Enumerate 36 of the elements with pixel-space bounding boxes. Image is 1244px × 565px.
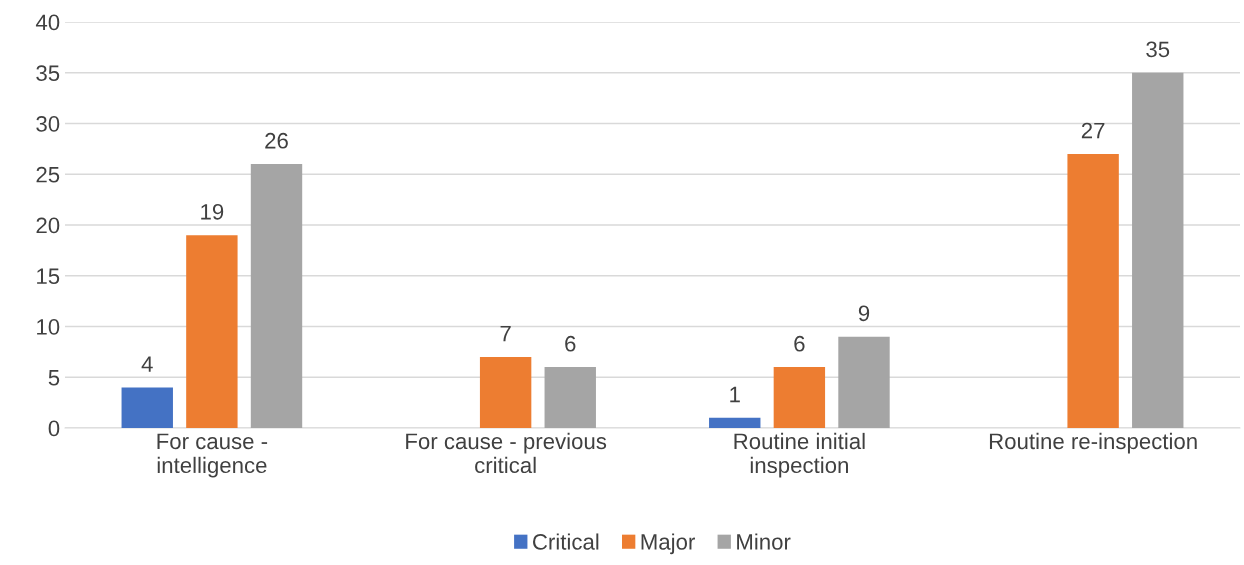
bar bbox=[186, 235, 238, 428]
data-label: 6 bbox=[565, 335, 576, 352]
x-tick-label: For cause - intelligence bbox=[157, 433, 268, 478]
data-label: 35 bbox=[1146, 41, 1170, 58]
bar bbox=[1132, 72, 1184, 428]
data-label: 27 bbox=[1081, 122, 1105, 139]
legend-label: Minor bbox=[737, 533, 791, 550]
data-label: 1 bbox=[730, 386, 740, 403]
data-label: 9 bbox=[858, 305, 870, 322]
y-tick-label: 10 bbox=[37, 319, 60, 335]
bar bbox=[250, 164, 303, 428]
bar bbox=[479, 356, 532, 428]
y-tick-label: 0 bbox=[48, 420, 60, 437]
bar bbox=[121, 387, 173, 428]
x-tick-label: Routine re-inspection bbox=[989, 432, 1197, 454]
y-tick-label: 30 bbox=[36, 116, 60, 132]
legend-label: Critical bbox=[533, 533, 599, 550]
y-tick-label: 20 bbox=[36, 217, 60, 234]
y-tick-label: 25 bbox=[36, 166, 60, 183]
bar bbox=[1067, 153, 1119, 428]
data-label: 6 bbox=[794, 335, 805, 352]
data-label: 19 bbox=[201, 203, 224, 220]
y-tick-label: 5 bbox=[48, 370, 60, 386]
bar bbox=[709, 417, 761, 428]
bar bbox=[773, 367, 826, 428]
x-tick-label: Routine initial inspection bbox=[734, 432, 865, 478]
y-tick-label: 15 bbox=[37, 268, 60, 285]
y-tick-label: 35 bbox=[36, 65, 60, 82]
legend-label: Major bbox=[641, 533, 695, 555]
data-label: 4 bbox=[141, 356, 153, 372]
bar bbox=[544, 367, 596, 428]
x-tick-label: For cause - previous critical bbox=[406, 432, 607, 474]
data-label: 26 bbox=[265, 132, 288, 149]
data-label: 7 bbox=[500, 325, 511, 342]
bar bbox=[838, 336, 890, 428]
y-tick-label: 40 bbox=[35, 14, 60, 31]
